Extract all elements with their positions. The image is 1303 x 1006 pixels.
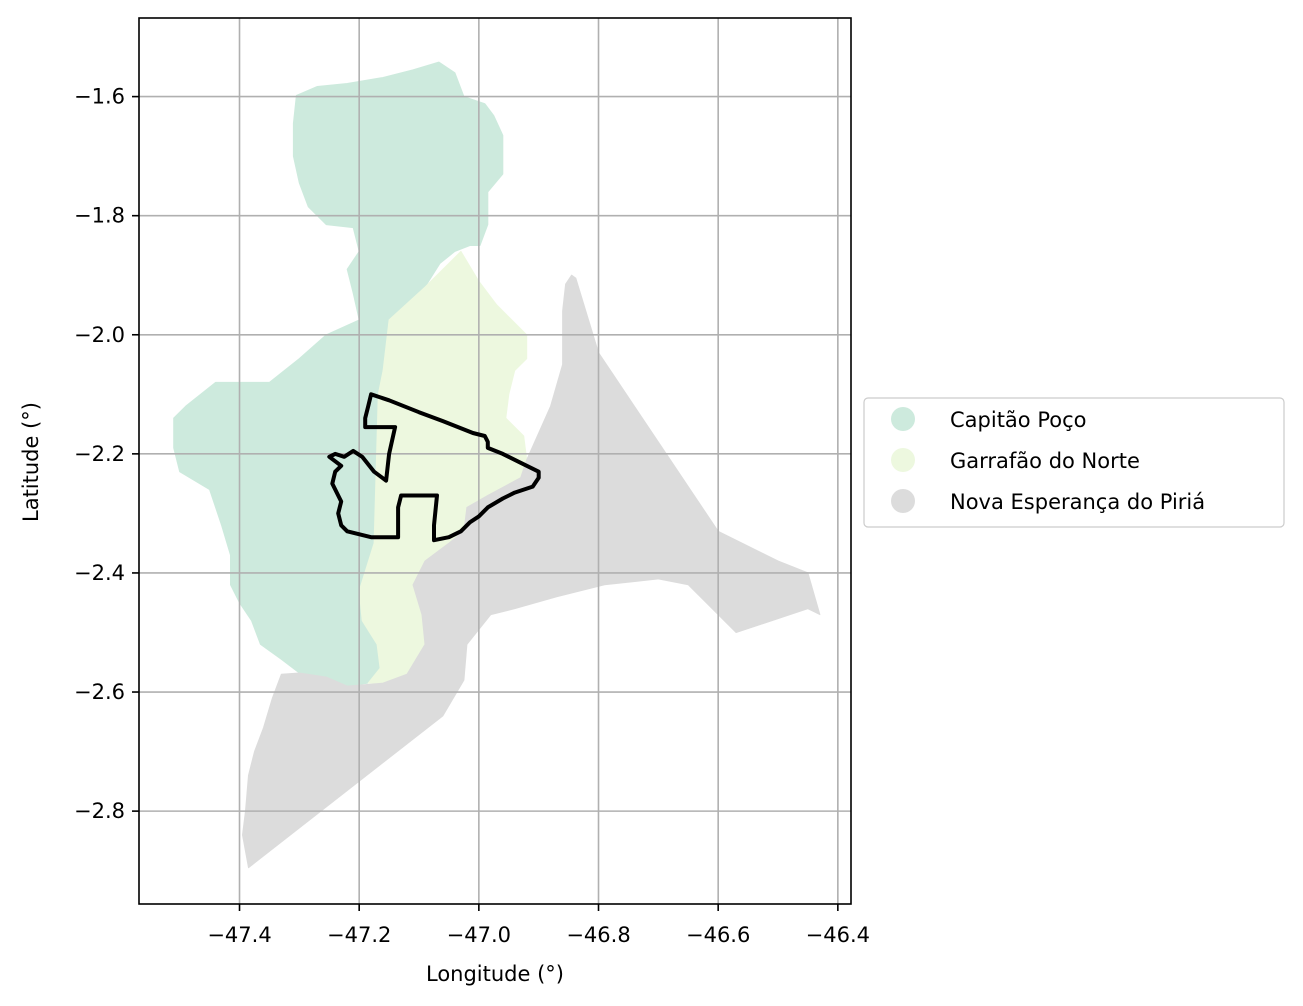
y-tick-label-0: −1.6 <box>74 85 125 109</box>
legend-box <box>863 397 1285 528</box>
x-tick-label-1: −47.2 <box>327 923 391 947</box>
x-tick-label-5: −46.4 <box>806 923 870 947</box>
x-tick-label-2: −47.0 <box>447 923 511 947</box>
study-area-outline <box>327 392 541 543</box>
y-tick-label-6: −2.8 <box>74 799 125 823</box>
regions-layer <box>173 61 821 869</box>
ticks-layer: −47.4 −47.2 −47.0 −46.8 −46.6 −46.4 −1.6 −1.8 −2… <box>74 85 870 947</box>
x-axis-label: Longitude (°) <box>426 962 564 986</box>
outline-layer <box>327 392 541 543</box>
y-tick-label-3: −2.2 <box>74 442 125 466</box>
x-tick-label-4: −46.6 <box>686 923 750 947</box>
y-tick-label-5: −2.6 <box>74 680 125 704</box>
legend-label-nova-esperanca-do-piria: Nova Esperança do Piriá <box>950 490 1205 514</box>
axes-frame <box>138 17 852 905</box>
y-axis-label: Latitude (°) <box>19 402 43 522</box>
legend-marker-garrafao-do-norte <box>891 448 915 472</box>
legend: Capitão Poço Garrafão do Norte Nova Espe… <box>863 397 1285 528</box>
legend-marker-capitao-poco <box>891 407 915 431</box>
x-tick-label-0: −47.4 <box>207 923 271 947</box>
y-tick-label-2: −2.0 <box>74 323 125 347</box>
x-tick-label-3: −46.8 <box>566 923 630 947</box>
legend-label-garrafao-do-norte: Garrafão do Norte <box>950 449 1140 473</box>
y-tick-label-1: −1.8 <box>74 204 125 228</box>
legend-marker-nova-esperanca-do-piria <box>891 489 915 513</box>
grid-layer <box>139 18 851 904</box>
y-tick-label-4: −2.4 <box>74 561 125 585</box>
legend-label-capitao-poco: Capitão Poço <box>950 408 1086 432</box>
region-nova-esperanca-do-piria <box>242 274 821 869</box>
